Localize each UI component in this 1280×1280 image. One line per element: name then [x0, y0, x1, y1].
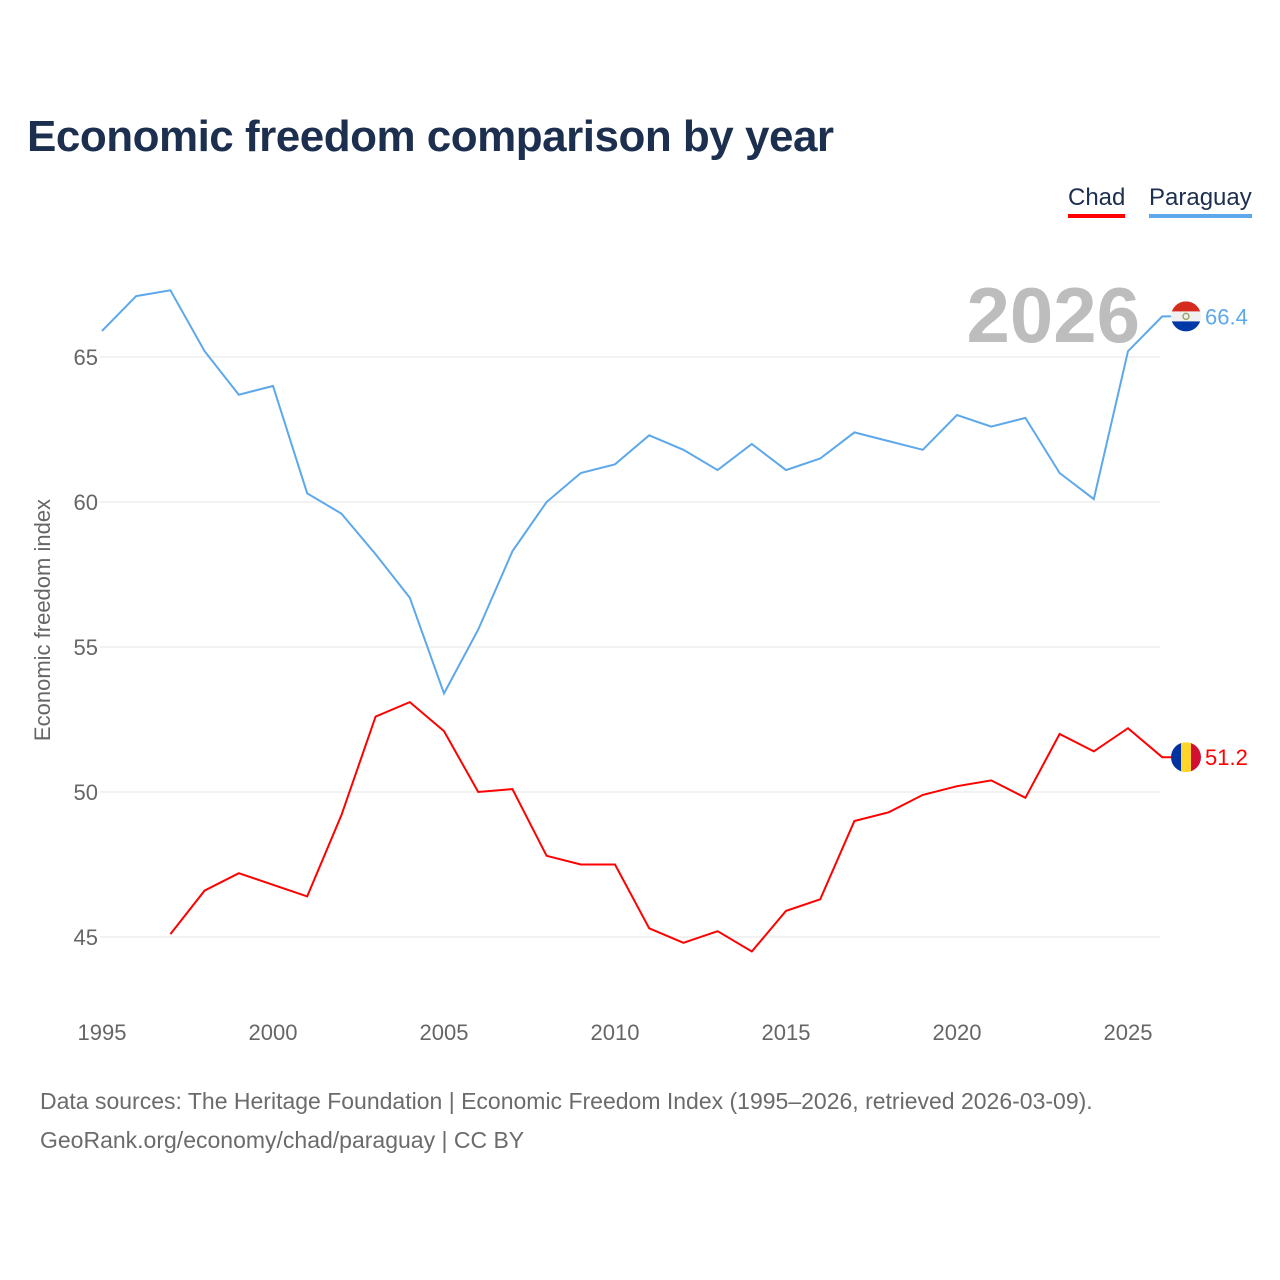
end-value-label-chad: 51.2	[1205, 745, 1248, 770]
chart-title: Economic freedom comparison by year	[27, 112, 834, 161]
x-tick-label: 2025	[1104, 1020, 1153, 1045]
series-line-chad	[169, 700, 1172, 953]
x-tick-label: 2020	[933, 1020, 982, 1045]
x-tick-label: 2000	[249, 1020, 298, 1045]
x-tick-label: 2005	[420, 1020, 469, 1045]
source-url[interactable]: GeoRank.org/economy/chad/paraguay | CC B…	[40, 1127, 525, 1153]
y-tick-label: 50	[74, 780, 98, 805]
x-tick-label: 2010	[591, 1020, 640, 1045]
legend-chad[interactable]: Chad	[1068, 184, 1126, 218]
y-tick-label: 45	[74, 925, 98, 950]
year-label: 2026	[966, 271, 1140, 359]
end-value-label-paraguay: 66.4	[1205, 304, 1248, 329]
chad-flag-icon	[1171, 742, 1201, 773]
paraguay-flag-icon	[1171, 301, 1201, 332]
series-line-paraguay	[101, 289, 1172, 696]
source-text: Data sources: The Heritage Foundation | …	[40, 1088, 1093, 1114]
y-tick-label: 55	[74, 635, 98, 660]
legend-paraguay[interactable]: Paraguay	[1149, 184, 1252, 218]
y-axis-label: Economic freedom index	[30, 499, 55, 741]
x-tick-label: 1995	[78, 1020, 127, 1045]
y-tick-label: 65	[74, 345, 98, 370]
x-tick-label: 2015	[762, 1020, 811, 1045]
y-tick-label: 60	[74, 490, 98, 515]
